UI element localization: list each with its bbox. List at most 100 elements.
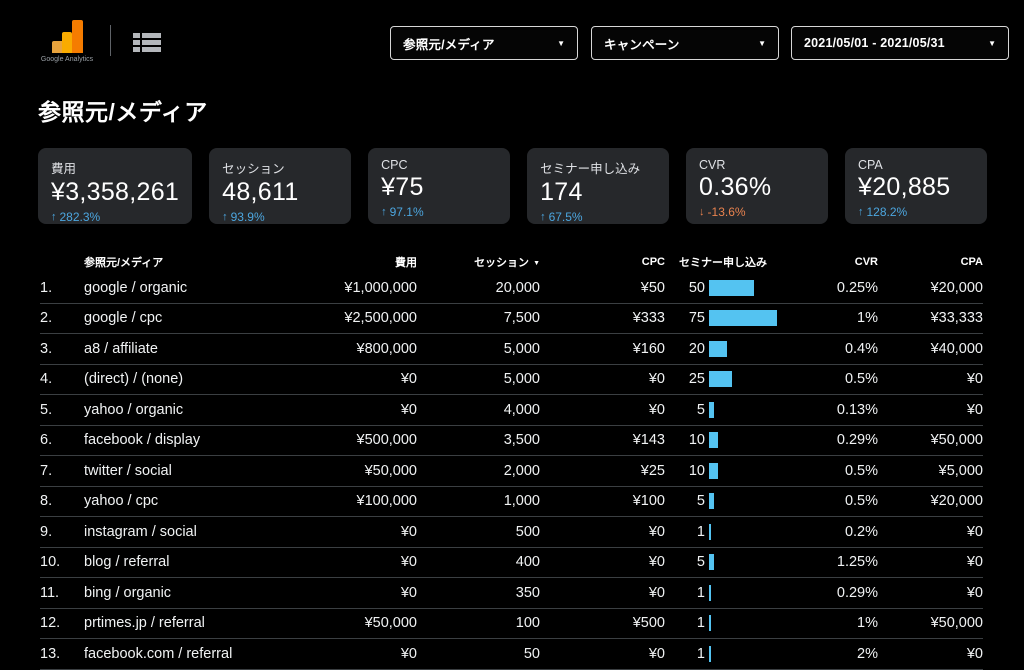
signups-value: 1 — [696, 615, 705, 632]
table-row[interactable]: 4. (direct) / (none) ¥0 5,000 ¥0 25 0.5%… — [40, 365, 983, 395]
signups-value: 1 — [696, 584, 705, 601]
row-rank: 12. — [40, 615, 61, 632]
row-cvr: 0.29% — [836, 432, 878, 449]
table-row[interactable]: 13. facebook.com / referral ¥0 50 ¥0 1 2… — [40, 639, 983, 670]
row-signups: 5 — [665, 401, 820, 418]
signups-value: 5 — [696, 493, 705, 510]
scorecard: セッション 48,611 ↑ 93.9% — [209, 148, 352, 224]
signups-bar — [709, 432, 719, 449]
campaign-filter-dropdown[interactable]: キャンペーン ▼ — [591, 26, 779, 60]
delta-arrow-icon: ↑ — [858, 206, 864, 218]
row-sessions: 500 — [515, 523, 540, 540]
row-source: blog / referral — [84, 554, 170, 571]
row-cvr: 0.13% — [836, 401, 878, 418]
row-cvr: 1% — [857, 615, 878, 632]
table-row[interactable]: 10. blog / referral ¥0 400 ¥0 5 1.25% ¥0 — [40, 548, 983, 578]
scorecard-label: セミナー申し込み — [540, 162, 641, 176]
signups-value: 50 — [688, 279, 705, 296]
row-cpa: ¥40,000 — [930, 340, 983, 357]
row-signups: 75 — [665, 310, 820, 327]
report-list-icon[interactable] — [133, 33, 163, 52]
row-rank: 7. — [40, 462, 53, 479]
row-source: yahoo / organic — [84, 401, 184, 418]
column-header-source[interactable]: 参照元/メディア — [84, 256, 164, 269]
row-source: google / cpc — [84, 310, 163, 327]
row-cpc: ¥160 — [632, 340, 665, 357]
signups-bar — [709, 279, 755, 296]
topbar-divider — [110, 25, 111, 56]
row-signups: 10 — [665, 432, 820, 449]
scorecard: CPC ¥75 ↑ 97.1% — [368, 148, 511, 224]
column-header-cpc[interactable]: CPC — [641, 255, 665, 268]
table-row[interactable]: 8. yahoo / cpc ¥100,000 1,000 ¥100 5 0.5… — [40, 487, 983, 517]
delta-arrow-icon: ↑ — [51, 211, 57, 223]
row-sessions: 20,000 — [495, 279, 540, 296]
row-cost: ¥800,000 — [356, 340, 417, 357]
row-rank: 1. — [40, 279, 53, 296]
row-source: bing / organic — [84, 584, 172, 601]
row-cost: ¥0 — [400, 645, 417, 662]
page-title: 参照元/メディア — [38, 99, 208, 125]
scorecard-delta: ↑ 67.5% — [540, 210, 656, 224]
row-sessions: 3,500 — [503, 432, 540, 449]
row-cpa: ¥50,000 — [930, 432, 983, 449]
row-cpa: ¥33,333 — [930, 310, 983, 327]
table-row[interactable]: 9. instagram / social ¥0 500 ¥0 1 0.2% ¥… — [40, 517, 983, 548]
signups-value: 20 — [688, 340, 705, 357]
row-cost: ¥1,000,000 — [344, 279, 417, 296]
row-cpa: ¥5,000 — [938, 462, 983, 479]
row-cvr: 1% — [857, 310, 878, 327]
row-cost: ¥0 — [400, 523, 417, 540]
source-medium-filter-dropdown[interactable]: 参照元/メディア ▼ — [390, 26, 578, 60]
logo-caption: Google Analytics — [40, 56, 94, 63]
table-row[interactable]: 3. a8 / affiliate ¥800,000 5,000 ¥160 20… — [40, 334, 983, 365]
delta-value: 67.5% — [548, 210, 583, 224]
row-source: yahoo / cpc — [84, 493, 159, 510]
row-cpc: ¥50 — [640, 279, 665, 296]
table-row[interactable]: 11. bing / organic ¥0 350 ¥0 1 0.29% ¥0 — [40, 578, 983, 609]
table-row[interactable]: 12. prtimes.jp / referral ¥50,000 100 ¥5… — [40, 609, 983, 639]
row-cpc: ¥25 — [640, 462, 665, 479]
row-source: facebook / display — [84, 432, 201, 449]
column-header-signups[interactable]: セミナー申し込み — [679, 256, 767, 269]
table-row[interactable]: 7. twitter / social ¥50,000 2,000 ¥25 10… — [40, 456, 983, 487]
delta-value: 97.1% — [389, 205, 424, 219]
row-rank: 3. — [40, 340, 53, 357]
row-cvr: 0.2% — [844, 523, 878, 540]
scorecard-label: セッション — [222, 162, 285, 176]
table-row[interactable]: 5. yahoo / organic ¥0 4,000 ¥0 5 0.13% ¥… — [40, 395, 983, 426]
row-cpa: ¥0 — [966, 401, 983, 418]
scorecard-value: ¥3,358,261 — [51, 178, 180, 206]
row-signups: 25 — [665, 371, 820, 388]
date-range-dropdown[interactable]: 2021/05/01 - 2021/05/31 ▼ — [791, 26, 1009, 60]
row-cpc: ¥100 — [632, 493, 665, 510]
row-cost: ¥500,000 — [356, 432, 417, 449]
row-cpc: ¥500 — [632, 615, 665, 632]
column-header-cvr[interactable]: CVR — [854, 255, 878, 268]
signups-value: 75 — [688, 310, 705, 327]
signups-bar — [709, 584, 711, 601]
scorecard-label: 費用 — [51, 162, 77, 176]
scorecard: CVR 0.36% ↓ -13.6% — [686, 148, 828, 224]
row-sessions: 7,500 — [503, 310, 540, 327]
row-cpc: ¥0 — [648, 371, 665, 388]
table-row[interactable]: 6. facebook / display ¥500,000 3,500 ¥14… — [40, 426, 983, 456]
row-cpc: ¥0 — [648, 401, 665, 418]
scorecards: 費用 ¥3,358,261 ↑ 282.3% セッション 48,611 ↑ 93… — [38, 148, 987, 224]
scorecard-delta: ↑ 97.1% — [381, 205, 497, 219]
row-sessions: 2,000 — [503, 462, 540, 479]
row-source: facebook.com / referral — [84, 645, 233, 662]
signups-value: 5 — [696, 401, 705, 418]
signups-value: 1 — [696, 523, 705, 540]
table-row[interactable]: 2. google / cpc ¥2,500,000 7,500 ¥333 75… — [40, 304, 983, 334]
column-header-sessions[interactable]: セッション ▼ — [474, 256, 540, 269]
row-cpa: ¥0 — [966, 645, 983, 662]
chevron-down-icon: ▼ — [557, 38, 565, 48]
row-sessions: 1,000 — [503, 493, 540, 510]
signups-bar — [709, 310, 777, 327]
table-row[interactable]: 1. google / organic ¥1,000,000 20,000 ¥5… — [40, 273, 983, 304]
row-cvr: 0.4% — [844, 340, 878, 357]
column-header-cpa[interactable]: CPA — [960, 255, 983, 268]
column-header-cost[interactable]: 費用 — [395, 256, 417, 269]
scorecard-delta: ↑ 128.2% — [858, 205, 974, 219]
